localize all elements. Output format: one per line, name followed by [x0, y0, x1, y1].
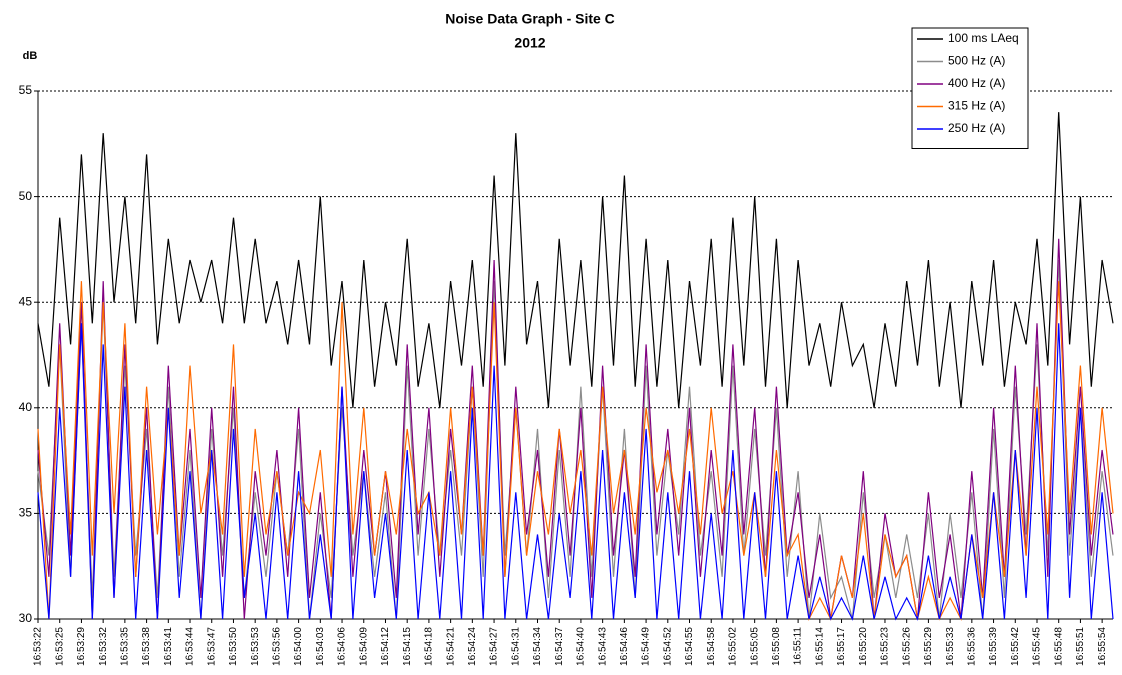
- x-tick-label: 16:55:23: [880, 627, 891, 666]
- x-tick-label: 16:55:11: [793, 627, 804, 666]
- x-tick-label: 16:53:29: [76, 627, 87, 666]
- x-tick-label: 16:54:15: [402, 627, 413, 666]
- y-tick-label: 35: [19, 506, 33, 520]
- x-tick-label: 16:54:43: [597, 627, 608, 666]
- series-line: [37, 112, 1114, 408]
- x-tick-label: 16:53:56: [272, 627, 283, 666]
- x-tick-label: 16:53:35: [120, 627, 131, 666]
- x-tick-label: 16:54:09: [358, 627, 369, 666]
- series-line: [37, 323, 1114, 621]
- x-tick-label: 16:54:18: [424, 627, 435, 666]
- series-line: [37, 281, 1114, 621]
- x-tick-label: 16:53:50: [228, 627, 239, 666]
- x-tick-label: 16:53:22: [33, 627, 44, 666]
- legend-label: 100 ms LAeq: [948, 31, 1019, 45]
- x-tick-label: 16:54:55: [684, 627, 695, 666]
- x-tick-label: 16:55:33: [945, 627, 956, 666]
- x-tick-label: 16:55:20: [858, 627, 869, 666]
- x-tick-label: 16:53:38: [141, 627, 152, 666]
- x-tick-label: 16:54:52: [662, 627, 673, 666]
- y-axis-label: dB: [23, 50, 38, 62]
- x-tick-label: 16:54:37: [554, 627, 565, 666]
- x-tick-label: 16:54:24: [467, 627, 478, 666]
- legend-label: 400 Hz (A): [948, 76, 1005, 90]
- y-tick-label: 45: [19, 294, 33, 308]
- legend: 100 ms LAeq 500 Hz (A) 400 Hz (A) 315 Hz (A…: [911, 27, 1029, 149]
- x-tick-label: 16:55:54: [1097, 627, 1108, 666]
- y-tick-label: 40: [19, 400, 33, 414]
- x-tick-label: 16:54:40: [576, 627, 587, 666]
- x-tick-label: 16:54:06: [337, 627, 348, 666]
- x-tick-label: 16:55:02: [728, 627, 739, 666]
- x-tick-label: 16:53:41: [163, 627, 174, 666]
- x-tick-label: 16:55:51: [1075, 627, 1086, 666]
- x-tick-label: 16:55:14: [814, 627, 825, 666]
- x-tick-label: 16:55:26: [901, 627, 912, 666]
- x-tick-label: 16:53:25: [54, 627, 65, 666]
- x-tick-label: 16:55:17: [836, 627, 847, 666]
- x-tick-label: 16:55:48: [1053, 627, 1064, 666]
- x-tick-label: 16:55:45: [1032, 627, 1043, 666]
- chart-title: Noise Data Graph - Site C: [445, 11, 615, 27]
- x-tick-label: 16:54:49: [641, 627, 652, 666]
- x-tick-label: 16:55:42: [1010, 627, 1021, 666]
- y-tick-label: 30: [19, 611, 33, 625]
- x-tick-label: 16:54:31: [510, 627, 521, 666]
- x-tick-label: 16:54:21: [445, 627, 456, 666]
- y-tick-label: 50: [19, 189, 33, 203]
- x-tick-label: 16:53:47: [206, 627, 217, 666]
- x-tick-label: 16:53:53: [250, 627, 261, 666]
- x-tick-label: 16:53:32: [98, 627, 109, 666]
- x-tick-label: 16:54:58: [706, 627, 717, 666]
- chart-subtitle: 2012: [514, 35, 545, 51]
- x-tick-label: 16:55:29: [923, 627, 934, 666]
- x-tick-label: 16:54:03: [315, 627, 326, 666]
- x-tick-label: 16:55:39: [988, 627, 999, 666]
- legend-label: 315 Hz (A): [948, 99, 1005, 113]
- legend-label: 500 Hz (A): [948, 54, 1005, 68]
- y-tick-label: 55: [19, 83, 33, 97]
- x-tick-label: 16:55:08: [771, 627, 782, 666]
- x-tick-label: 16:54:27: [489, 627, 500, 666]
- x-tick-label: 16:54:12: [380, 627, 391, 666]
- x-tick-label: 16:54:46: [619, 627, 630, 666]
- legend-label: 250 Hz (A): [948, 121, 1005, 135]
- x-tick-label: 16:54:00: [293, 627, 304, 666]
- x-tick-label: 16:55:36: [966, 627, 977, 666]
- x-tick-label: 16:55:05: [749, 627, 760, 666]
- x-tick-label: 16:53:44: [185, 627, 196, 666]
- x-tick-label: 16:54:34: [532, 627, 543, 666]
